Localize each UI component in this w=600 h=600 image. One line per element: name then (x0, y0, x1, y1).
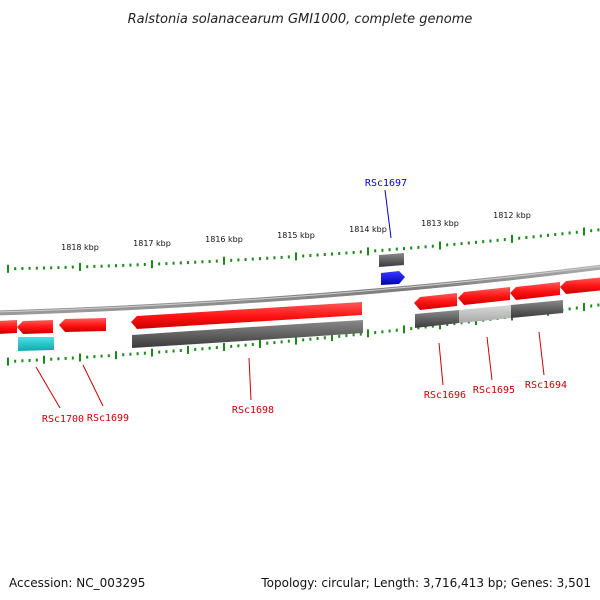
scale-label-1817: 1817 kbp (133, 239, 171, 248)
callout-rsc1700 (35, 366, 61, 409)
gene-label-rsc1695[interactable]: RSc1695 (473, 385, 515, 396)
gene-rsc1698-cds-block[interactable] (132, 320, 363, 348)
scale-labels: 1818 kbp 1817 kbp 1816 kbp 1815 kbp 1814… (61, 211, 531, 252)
scale-label-1812: 1812 kbp (493, 211, 531, 220)
gene-rsc1694-arrow[interactable] (510, 282, 560, 300)
gene-rsc1697-gray-box[interactable] (379, 253, 404, 267)
gene-rsc1700-arrow[interactable] (0, 320, 17, 334)
scale-label-1815: 1815 kbp (277, 231, 315, 240)
gene-rsc1694-cds-block[interactable] (511, 300, 563, 318)
scale-label-1816: 1816 kbp (205, 235, 243, 244)
gene-label-rsc1700[interactable]: RSc1700 (42, 414, 84, 425)
gene-rsc1695-cds-block[interactable] (459, 305, 511, 323)
outer-tick-track (7, 227, 600, 273)
gene-rsc1696-arrow[interactable] (414, 293, 457, 310)
gene-rsc1697[interactable] (379, 253, 405, 285)
scale-label-1813: 1813 kbp (421, 219, 459, 228)
callout-rsc1695 (486, 336, 493, 381)
callout-rsc1696 (438, 342, 444, 386)
callout-rsc1694 (538, 331, 545, 376)
gene-label-rsc1696[interactable]: RSc1696 (424, 390, 466, 401)
gene-rsc1697-arrow[interactable] (381, 271, 405, 285)
callout-rsc1697 (384, 189, 392, 239)
gene-rsc1700-cyan-feature[interactable] (18, 337, 54, 351)
scale-label-1818: 1818 kbp (61, 243, 99, 252)
callout-rsc1698 (248, 357, 252, 401)
genome-summary: Topology: circular; Length: 3,716,413 bp… (260, 576, 591, 590)
gene-label-rsc1698[interactable]: RSc1698 (232, 405, 274, 416)
gene-label-lines (35, 189, 545, 409)
map-title: Ralstonia solanacearum GMI1000, complete… (128, 12, 473, 27)
accession-label: Accession: NC_003295 (9, 576, 145, 590)
gene-rsc1698-arrow[interactable] (131, 302, 362, 329)
gene-rsc1699-arrow[interactable] (59, 318, 106, 332)
gene-rsc1695-arrow[interactable] (458, 287, 510, 305)
gene-label-rsc1694[interactable]: RSc1694 (525, 380, 567, 391)
gene-label-rsc1697[interactable]: RSc1697 (365, 178, 407, 189)
backbone-highlight (0, 265, 600, 313)
gene-offscreen-arrow[interactable] (560, 277, 600, 294)
gene-rsc1700b-arrow[interactable] (17, 320, 53, 334)
gene-rsc1696-cds-block[interactable] (415, 310, 459, 328)
callout-rsc1699 (82, 364, 104, 407)
reverse-strand-blocks (132, 300, 563, 348)
chromosome-backbone (0, 264, 600, 316)
gene-labels: RSc1697 RSc1700 RSc1699 RSc1698 RSc1696 … (42, 178, 567, 425)
forward-strand-genes (0, 277, 600, 334)
scale-label-1814: 1814 kbp (349, 225, 387, 234)
gene-label-rsc1699[interactable]: RSc1699 (87, 413, 129, 424)
